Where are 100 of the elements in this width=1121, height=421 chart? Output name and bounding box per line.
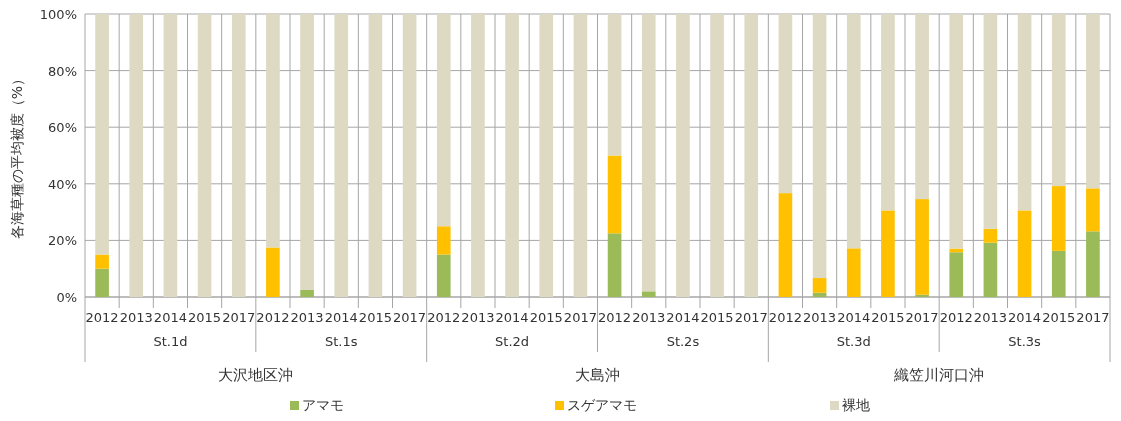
x-tick-label: 2012 bbox=[598, 310, 632, 325]
x-tick-label: 2013 bbox=[632, 310, 666, 325]
bar bbox=[846, 248, 861, 297]
x-tick-label: 2014 bbox=[153, 310, 187, 325]
bar bbox=[163, 14, 178, 297]
x-tick-label: 2017 bbox=[222, 310, 256, 325]
x-tick-label: 2015 bbox=[700, 310, 734, 325]
x-tick-label: 2012 bbox=[939, 310, 973, 325]
bar bbox=[266, 247, 280, 297]
x-tick-label: 2017 bbox=[905, 310, 939, 325]
bar bbox=[607, 233, 622, 297]
bar bbox=[676, 14, 690, 297]
x-tick-label: 2015 bbox=[871, 310, 905, 325]
bar bbox=[1051, 186, 1066, 251]
bar bbox=[641, 291, 656, 297]
bar bbox=[607, 155, 622, 234]
bar bbox=[197, 14, 212, 297]
text: St.3s bbox=[1008, 334, 1042, 349]
y-tick-label: 60% bbox=[48, 120, 77, 136]
bar bbox=[949, 252, 964, 297]
bar bbox=[95, 268, 109, 297]
bar bbox=[402, 14, 417, 297]
bar bbox=[983, 228, 998, 243]
text: St.1d bbox=[153, 334, 188, 349]
legend-label: 裸地 bbox=[842, 397, 870, 413]
bar bbox=[471, 14, 485, 297]
x-tick-label: 2017 bbox=[1076, 310, 1110, 325]
x-tick-label: 2015 bbox=[529, 310, 563, 325]
text: St.2s bbox=[666, 334, 700, 349]
y-tick-label: 40% bbox=[48, 176, 77, 192]
x-tick-label: 2013 bbox=[290, 310, 324, 325]
text: St.3d bbox=[836, 334, 871, 349]
bar bbox=[300, 14, 314, 290]
x-tick-label: 2017 bbox=[393, 310, 427, 325]
bar bbox=[436, 14, 451, 227]
text: 大沢地区沖 bbox=[218, 366, 294, 384]
bar bbox=[1086, 14, 1100, 189]
bar bbox=[539, 14, 554, 297]
bar bbox=[436, 226, 451, 255]
bar bbox=[231, 14, 246, 297]
y-tick-label: 100% bbox=[39, 7, 77, 22]
bar bbox=[505, 14, 519, 297]
x-tick-label: 2013 bbox=[803, 310, 837, 325]
bar bbox=[95, 14, 109, 255]
bar bbox=[812, 278, 827, 293]
text: 大島沖 bbox=[575, 366, 620, 384]
bar bbox=[95, 254, 109, 269]
x-tick-label: 2012 bbox=[427, 310, 461, 325]
x-tick-label: 2017 bbox=[563, 310, 597, 325]
x-tick-label: 2015 bbox=[1042, 310, 1076, 325]
bar bbox=[436, 254, 451, 297]
bar bbox=[915, 294, 929, 297]
text: 織笠川河口沖 bbox=[893, 366, 985, 384]
x-tick-label: 2014 bbox=[1008, 310, 1042, 325]
bar bbox=[710, 14, 724, 297]
bar bbox=[881, 210, 895, 297]
bar bbox=[983, 14, 998, 229]
x-tick-label: 2012 bbox=[768, 310, 802, 325]
bar bbox=[812, 14, 827, 279]
x-tick-label: 2012 bbox=[256, 310, 290, 325]
bar bbox=[949, 14, 964, 249]
bar bbox=[1017, 14, 1032, 211]
bar bbox=[778, 14, 793, 194]
bar bbox=[368, 14, 383, 297]
x-tick-label: 2013 bbox=[461, 310, 495, 325]
x-tick-label: 2014 bbox=[666, 310, 700, 325]
bar bbox=[744, 14, 759, 297]
x-tick-label: 2013 bbox=[973, 310, 1007, 325]
legend-label: スゲアマモ bbox=[567, 397, 637, 413]
x-tick-label: 2014 bbox=[324, 310, 358, 325]
bar bbox=[641, 14, 656, 292]
x-tick-label: 2015 bbox=[358, 310, 392, 325]
y-tick-label: 80% bbox=[48, 63, 77, 79]
x-tick-label: 2014 bbox=[837, 310, 871, 325]
bar bbox=[129, 14, 144, 297]
x-tick-label: 2012 bbox=[85, 310, 119, 325]
bar bbox=[846, 14, 861, 249]
bar bbox=[1086, 188, 1100, 232]
legend-label: アマモ bbox=[302, 397, 344, 413]
bar bbox=[607, 14, 622, 156]
x-tick-label: 2013 bbox=[119, 310, 153, 325]
y-axis-title: 各海草種の平均被度（%） bbox=[9, 71, 25, 240]
x-tick-label: 2014 bbox=[495, 310, 529, 325]
text: St.2d bbox=[495, 334, 530, 349]
text: St.1s bbox=[324, 334, 358, 349]
y-tick-label: 0% bbox=[56, 290, 77, 305]
bar bbox=[1051, 250, 1066, 297]
x-tick-label: 2017 bbox=[734, 310, 768, 325]
bar bbox=[1051, 14, 1066, 187]
bar bbox=[915, 199, 929, 295]
bar bbox=[983, 242, 998, 297]
bar bbox=[881, 14, 895, 211]
bar bbox=[915, 14, 929, 200]
bar bbox=[778, 193, 793, 297]
bar bbox=[334, 14, 349, 297]
y-tick-label: 20% bbox=[48, 233, 77, 249]
bar bbox=[266, 14, 280, 248]
bar bbox=[812, 292, 827, 297]
bar bbox=[1086, 231, 1100, 297]
x-tick-label: 2015 bbox=[188, 310, 222, 325]
